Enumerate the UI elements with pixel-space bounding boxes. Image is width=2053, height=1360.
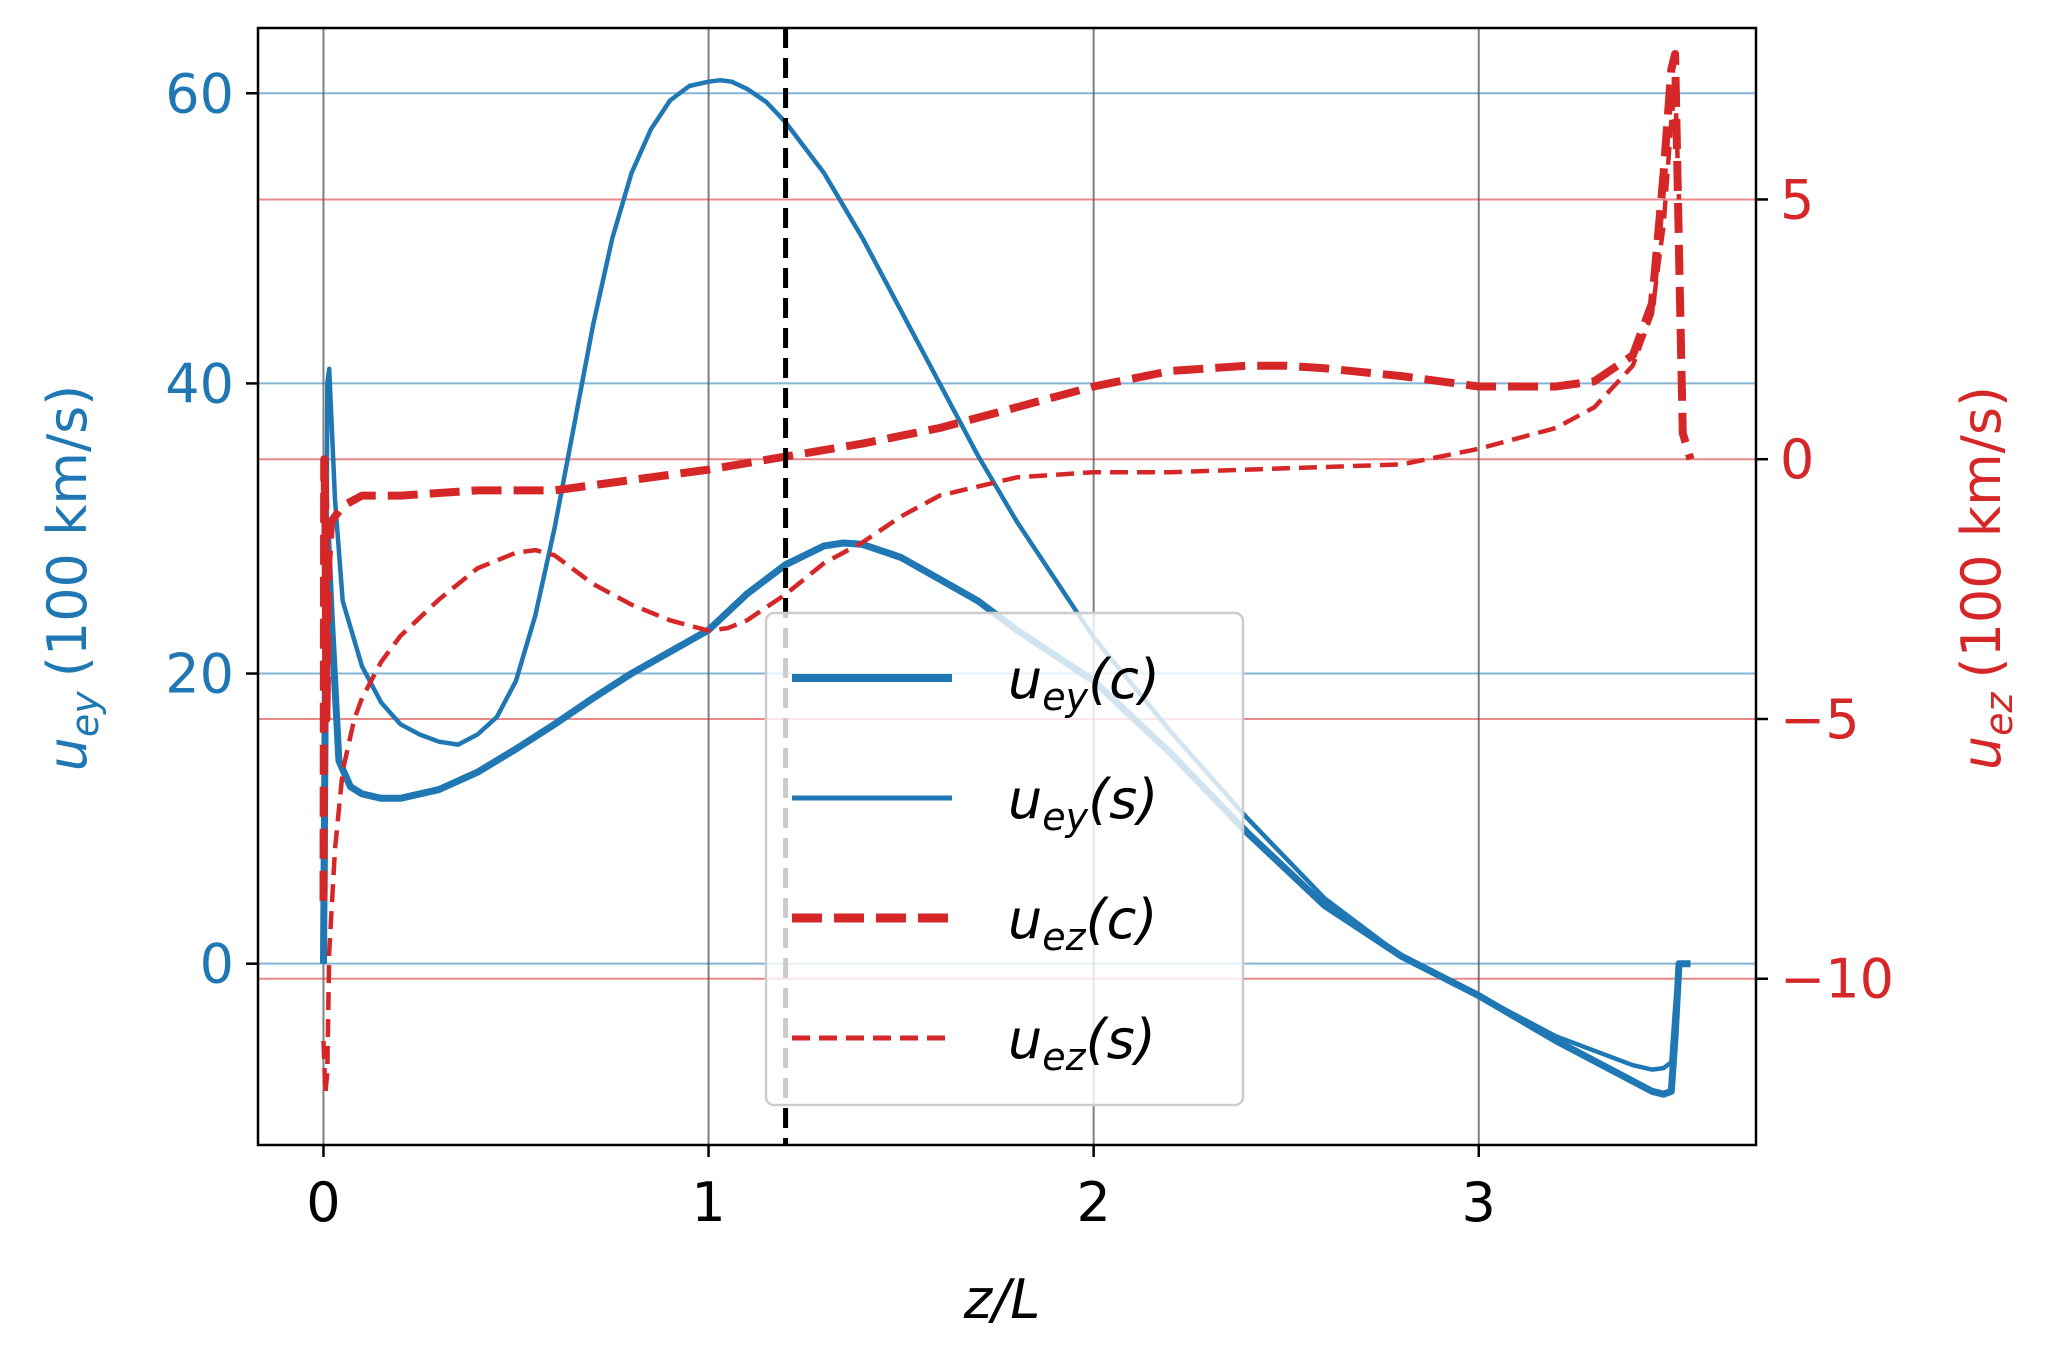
y-right-label-base: u <box>1950 736 2013 770</box>
y-right-tick-label-1: 0 <box>1780 428 1814 491</box>
legend-label-uey-c: uey(c) <box>1008 648 1160 719</box>
legend-label-uey-s: uey(s) <box>1008 768 1158 839</box>
tick-layer: 0 1 2 3 0 20 40 60 5 0 −5 −10 <box>165 62 1894 1234</box>
legend-box <box>764 611 1245 1107</box>
x-tick-label-1: 1 <box>691 1171 725 1234</box>
x-tick-label-2: 2 <box>1076 1171 1110 1234</box>
legend-label-uez-c: uez(c) <box>1008 888 1157 959</box>
series-line-u-ez-c- <box>319 50 1695 901</box>
y-axis-left-label: uey (100 km/s) <box>36 385 107 772</box>
series-layer <box>319 50 1695 1098</box>
x-tick-label-0: 0 <box>306 1171 340 1234</box>
y-left-label-unit: (100 km/s) <box>36 385 99 678</box>
y-right-tick-label-3: −10 <box>1780 948 1894 1011</box>
y-left-tick-label-2: 40 <box>165 352 234 415</box>
series-line-u-ey-c- <box>320 525 1691 1098</box>
legend-label-uez-s: uez(s) <box>1008 1008 1156 1079</box>
y-right-tick-label-0: 5 <box>1780 168 1814 231</box>
series-line-u-ey-s- <box>321 77 1682 1072</box>
y-axis-right-label: uez (100 km/s) <box>1950 386 2021 770</box>
series-line-u-ez-s- <box>321 82 1682 1096</box>
x-axis-label: z/L <box>963 1268 1041 1331</box>
y-left-tick-label-0: 0 <box>200 933 234 996</box>
y-right-label-unit: (100 km/s) <box>1950 386 2013 679</box>
y-left-tick-label-1: 20 <box>165 643 234 706</box>
y-right-tick-label-2: −5 <box>1780 688 1860 751</box>
legend: uey(c) uey(s) uez(c) uez(s) <box>764 611 1245 1107</box>
y-right-label-sub: ez <box>1977 691 2021 735</box>
x-tick-label-3: 3 <box>1462 1171 1496 1234</box>
y-left-label-sub: ey <box>63 691 107 737</box>
y-left-label-base: u <box>36 737 99 771</box>
y-left-tick-label-3: 60 <box>165 62 234 125</box>
plot-frame <box>256 26 1758 1147</box>
